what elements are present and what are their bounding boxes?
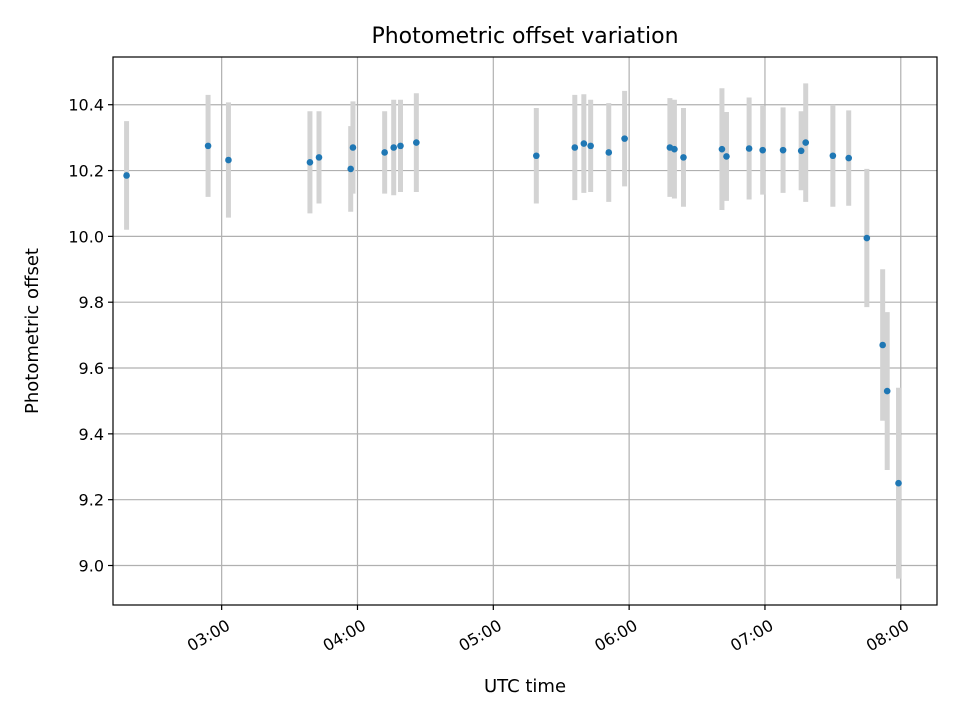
y-tick-label: 10.4 (68, 96, 104, 115)
data-point (845, 154, 853, 162)
y-tick-label: 9.2 (79, 491, 104, 510)
data-point (571, 144, 579, 151)
data-point (204, 142, 212, 150)
y-tick-label: 9.0 (79, 557, 104, 576)
data-point (390, 144, 398, 151)
data-point (580, 140, 588, 147)
x-tick-label: 06:00 (591, 616, 640, 656)
data-point (718, 145, 726, 153)
data-point (680, 154, 687, 161)
y-axis-ticks: 9.0 9.2 9.4 9.6 9.8 10.0 10.2 10.4 (68, 96, 113, 576)
data-point (797, 147, 805, 155)
data-point (381, 149, 388, 156)
grid (113, 57, 937, 605)
data-point (605, 149, 613, 156)
data-point (723, 153, 730, 160)
data-point (533, 152, 540, 160)
y-tick-label: 10.2 (68, 162, 104, 181)
data-point (225, 156, 232, 164)
y-tick-label: 10.0 (68, 227, 104, 246)
data-point (349, 144, 357, 151)
x-tick-label: 03:00 (184, 616, 233, 656)
chart-title: Photometric offset variation (371, 24, 678, 49)
x-tick-label: 05:00 (455, 616, 504, 656)
data-points (123, 135, 902, 487)
y-tick-label: 9.8 (79, 293, 104, 312)
data-point (671, 145, 678, 153)
data-point (413, 139, 420, 146)
y-tick-label: 9.4 (79, 425, 104, 444)
data-point (779, 146, 787, 154)
x-axis-label: UTC time (484, 676, 566, 697)
data-point (587, 142, 594, 150)
data-point (745, 145, 753, 152)
y-axis-label: Photometric offset (22, 248, 43, 414)
error-bars (124, 83, 902, 579)
plot-frame (112, 56, 938, 606)
data-point (397, 142, 404, 150)
data-point (347, 165, 354, 173)
x-tick-label: 08:00 (863, 616, 912, 656)
x-tick-label: 04:00 (320, 616, 369, 656)
data-point (883, 387, 891, 395)
data-point (863, 234, 871, 242)
data-point (315, 154, 323, 161)
data-point (829, 152, 837, 160)
data-point (895, 479, 902, 487)
x-axis-ticks: 03:00 04:00 05:00 06:00 07:00 08:00 (184, 605, 912, 656)
data-point (759, 146, 766, 154)
data-point (306, 159, 314, 166)
y-tick-label: 9.6 (79, 359, 104, 378)
x-tick-label: 07:00 (727, 616, 776, 656)
data-point (621, 135, 628, 142)
data-point (123, 172, 130, 179)
data-point (879, 341, 886, 349)
data-point (802, 139, 810, 146)
